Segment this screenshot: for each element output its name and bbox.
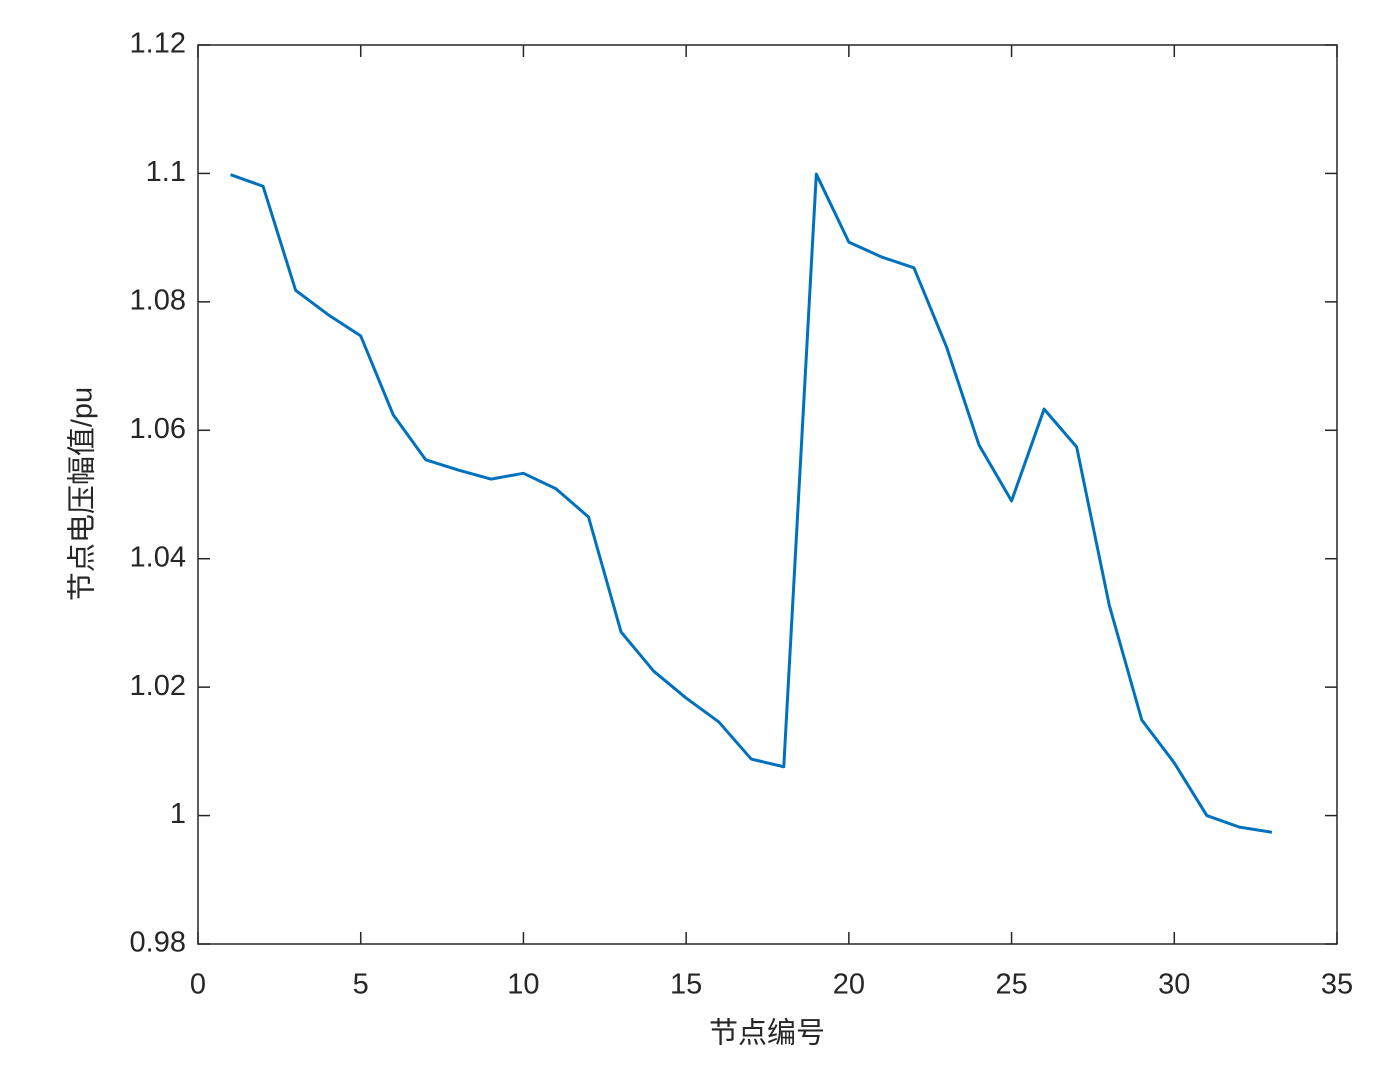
x-tick-label: 10	[507, 969, 539, 1001]
y-tick-label: 1.06	[130, 413, 186, 445]
y-tick-label: 1.02	[130, 670, 186, 702]
axes-box	[197, 44, 1338, 945]
x-tick-label: 35	[1321, 969, 1353, 1001]
y-tick-label: 1.08	[130, 285, 186, 317]
y-tick-label: 1.04	[130, 541, 186, 573]
x-tick-label: 30	[1158, 969, 1190, 1001]
y-tick-label: 1.1	[146, 156, 186, 188]
x-tick-label: 25	[995, 969, 1027, 1001]
x-tick-label: 15	[670, 969, 702, 1001]
y-tick-label: 1.12	[130, 28, 186, 60]
x-axis-label: 节点编号	[709, 1017, 825, 1050]
x-tick-label: 5	[353, 969, 369, 1001]
y-axis-label: 节点电压幅值/pu	[66, 387, 99, 601]
x-tick-label: 20	[833, 969, 865, 1001]
x-tick-label: 0	[190, 969, 206, 1001]
y-tick-label: 1	[170, 798, 186, 830]
data-line	[230, 172, 1273, 834]
y-tick-label: 0.98	[130, 927, 186, 959]
